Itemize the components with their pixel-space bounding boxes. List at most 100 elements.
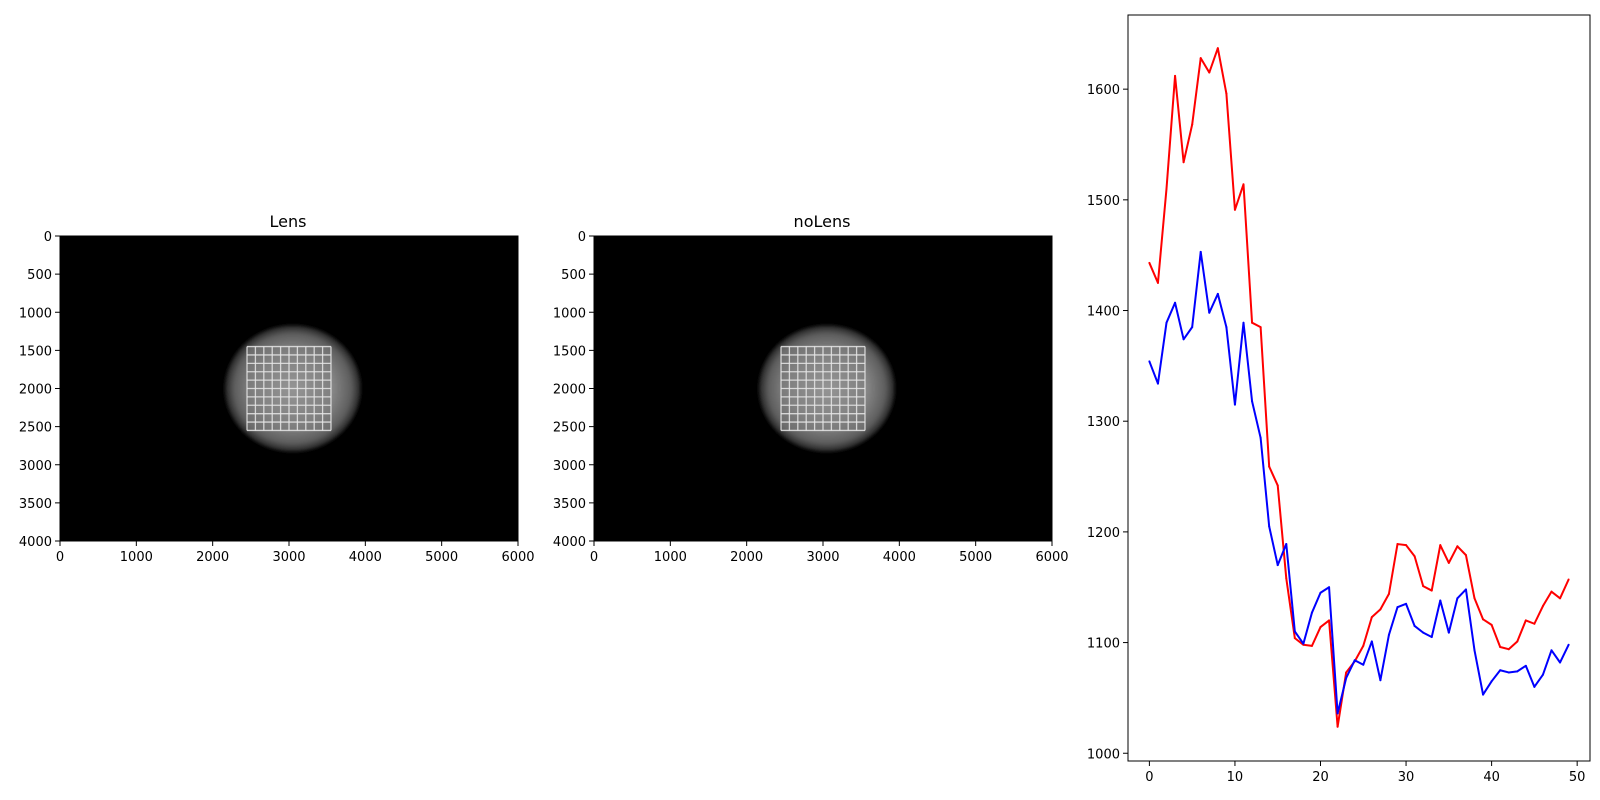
y-tick-label: 500 [561, 268, 586, 283]
data-point [1379, 608, 1382, 611]
x-tick-label: 4000 [883, 550, 916, 565]
data-point [1482, 618, 1485, 621]
y-tick-label: 2500 [553, 421, 586, 436]
data-point [1302, 642, 1305, 645]
data-point [1413, 555, 1416, 558]
data-point [1456, 545, 1459, 548]
data-point [1507, 671, 1510, 674]
data-point [1259, 326, 1262, 329]
data-point [1174, 301, 1177, 304]
data-point [1524, 619, 1527, 622]
image-panel-nolens: noLens 0 1000 2000 3000 4000 5000 6000 0 500 1000… [553, 212, 1069, 565]
data-point [1430, 589, 1433, 592]
y-tick-label: 4000 [553, 535, 586, 550]
data-point [1310, 611, 1313, 614]
data-point [1405, 544, 1408, 547]
x-tick-label: 2000 [196, 550, 229, 565]
data-point [1208, 71, 1211, 74]
data-point [1242, 183, 1245, 186]
x-tick-label: 3000 [272, 550, 305, 565]
data-point [1567, 578, 1570, 581]
y-tick-label: 3000 [19, 459, 52, 474]
data-point [1490, 623, 1493, 626]
data-point [1482, 693, 1485, 696]
data-point [1541, 673, 1544, 676]
data-point [1533, 685, 1536, 688]
data-point [1464, 554, 1467, 557]
data-point [1396, 543, 1399, 546]
data-point [1336, 725, 1339, 728]
y-tick-label: 1500 [1087, 194, 1120, 209]
data-point [1182, 338, 1185, 341]
series-line-0 [1148, 47, 1570, 728]
data-point [1293, 637, 1296, 640]
y-tick-label: 2000 [19, 383, 52, 398]
data-point [1362, 663, 1365, 666]
data-point [1199, 250, 1202, 253]
data-point [1233, 208, 1236, 211]
data-point [1336, 712, 1339, 715]
x-tick-label: 1000 [654, 550, 687, 565]
data-point [1473, 649, 1476, 652]
line-chart-frame [1127, 14, 1591, 762]
data-point [1379, 679, 1382, 682]
data-point [1208, 311, 1211, 314]
data-point [1507, 648, 1510, 651]
data-point [1559, 661, 1562, 664]
data-point [1285, 577, 1288, 580]
data-point [1225, 92, 1228, 95]
line-chart-panel: 0 10 20 30 40 50 1000 1100 1200 1300 1400 1500 1600 [1087, 14, 1591, 785]
data-point [1362, 644, 1365, 647]
data-point [1276, 484, 1279, 487]
data-point [1559, 597, 1562, 600]
y-tick-label: 1200 [1087, 526, 1120, 541]
y-tick-label: 500 [27, 268, 52, 283]
data-point [1550, 649, 1553, 652]
panel-title: noLens [794, 212, 851, 231]
data-point [1319, 626, 1322, 629]
data-point [1268, 465, 1271, 468]
data-point [1191, 326, 1194, 329]
data-point [1524, 664, 1527, 667]
data-point [1464, 588, 1467, 591]
data-point [1293, 630, 1296, 633]
data-point [1165, 187, 1168, 190]
data-point [1285, 543, 1288, 546]
y-tick-label: 1100 [1087, 637, 1120, 652]
x-tick-label: 5000 [959, 550, 992, 565]
y-tick-label: 1400 [1087, 305, 1120, 320]
y-tick-label: 0 [44, 230, 52, 245]
data-point [1148, 261, 1151, 264]
y-tick-label: 2000 [553, 383, 586, 398]
data-point [1439, 599, 1442, 602]
x-tick-label: 40 [1483, 770, 1500, 785]
data-point [1276, 564, 1279, 567]
data-point [1310, 644, 1313, 647]
data-point [1328, 586, 1331, 589]
data-point [1216, 47, 1219, 50]
data-point [1422, 585, 1425, 588]
data-point [1148, 360, 1151, 363]
x-tick-label: 20 [1312, 770, 1329, 785]
data-point [1165, 321, 1168, 324]
data-point [1345, 676, 1348, 679]
data-point [1396, 606, 1399, 609]
x-tick-label: 2000 [730, 550, 763, 565]
x-tick-label: 3000 [806, 550, 839, 565]
x-tick-label: 0 [590, 550, 598, 565]
data-point [1541, 605, 1544, 608]
x-tick-label: 0 [1145, 770, 1153, 785]
data-point [1251, 400, 1254, 403]
data-point [1516, 670, 1519, 673]
data-point [1182, 161, 1185, 164]
x-tick-label: 10 [1227, 770, 1244, 785]
y-tick-label: 1300 [1087, 415, 1120, 430]
y-tick-label: 0 [578, 230, 586, 245]
x-tick-label: 6000 [1035, 550, 1068, 565]
data-point [1499, 645, 1502, 648]
data-point [1328, 619, 1331, 622]
data-point [1473, 597, 1476, 600]
image-panel-lens: Lens 0 1000 2000 3000 4000 5000 6000 0 500 1000 15… [19, 212, 535, 565]
y-tick-label: 1500 [553, 344, 586, 359]
